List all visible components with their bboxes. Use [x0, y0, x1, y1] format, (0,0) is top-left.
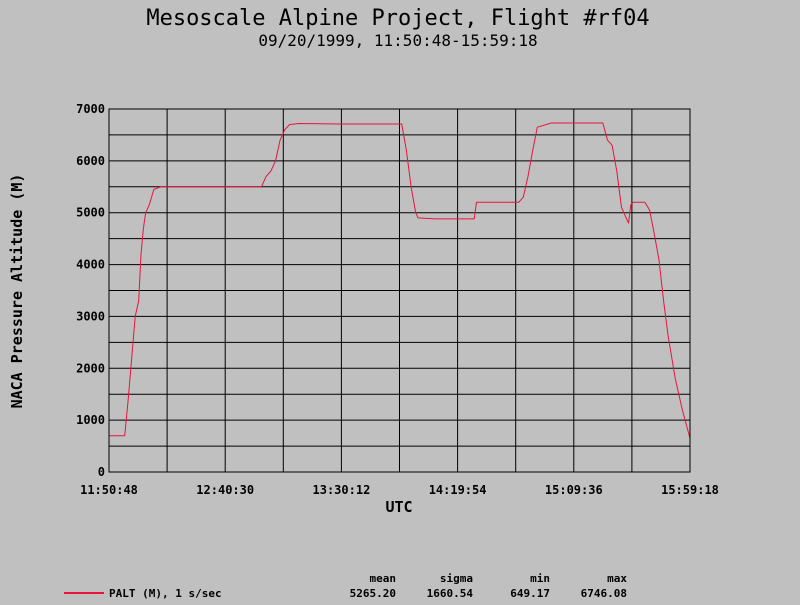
stats-header-min: min: [530, 572, 550, 585]
x-tick-label: 15:09:36: [545, 483, 603, 497]
y-tick-label: 3000: [76, 309, 105, 323]
x-axis-ticks: 11:50:48 12:40:30 13:30:12 14:19:54 15:09:36…: [80, 483, 719, 497]
stats-value-sigma: 1660.54: [427, 587, 474, 600]
stats-value-mean: 5265.20: [350, 587, 396, 600]
y-tick-label: 5000: [76, 206, 105, 220]
y-tick-label: 4000: [76, 258, 105, 272]
chart-title: Mesoscale Alpine Project, Flight #rf04: [146, 6, 649, 31]
y-tick-label: 0: [98, 465, 105, 479]
x-tick-label: 12:40:30: [196, 483, 254, 497]
x-tick-label: 15:59:18: [661, 483, 719, 497]
stats-header-mean: mean: [370, 572, 397, 585]
y-tick-label: 2000: [76, 361, 105, 375]
legend-label: PALT (M), 1 s/sec: [109, 587, 222, 600]
y-tick-label: 7000: [76, 102, 105, 116]
x-tick-label: 11:50:48: [80, 483, 138, 497]
x-tick-label: 13:30:12: [313, 483, 371, 497]
y-tick-label: 6000: [76, 154, 105, 168]
y-axis-ticks: 0 1000 2000 3000 4000 5000 6000 7000: [76, 102, 105, 479]
grid: [109, 109, 690, 472]
chart-subtitle: 09/20/1999, 11:50:48-15:59:18: [258, 31, 537, 50]
x-tick-label: 14:19:54: [429, 483, 487, 497]
series-line: [109, 122, 691, 439]
stats-table: mean sigma min max 5265.20 1660.54 649.1…: [350, 572, 628, 600]
stats-value-min: 649.17: [510, 587, 550, 600]
legend: PALT (M), 1 s/sec: [64, 587, 222, 600]
x-axis-label: UTC: [385, 498, 412, 516]
plot-area-border: [108, 108, 691, 473]
stats-header-max: max: [607, 572, 627, 585]
plot-lines: [109, 122, 691, 439]
y-axis-label: NACA Pressure Altitude (M): [8, 174, 26, 409]
y-tick-label: 1000: [76, 413, 105, 427]
stats-value-max: 6746.08: [581, 587, 627, 600]
stats-header-sigma: sigma: [440, 572, 473, 585]
